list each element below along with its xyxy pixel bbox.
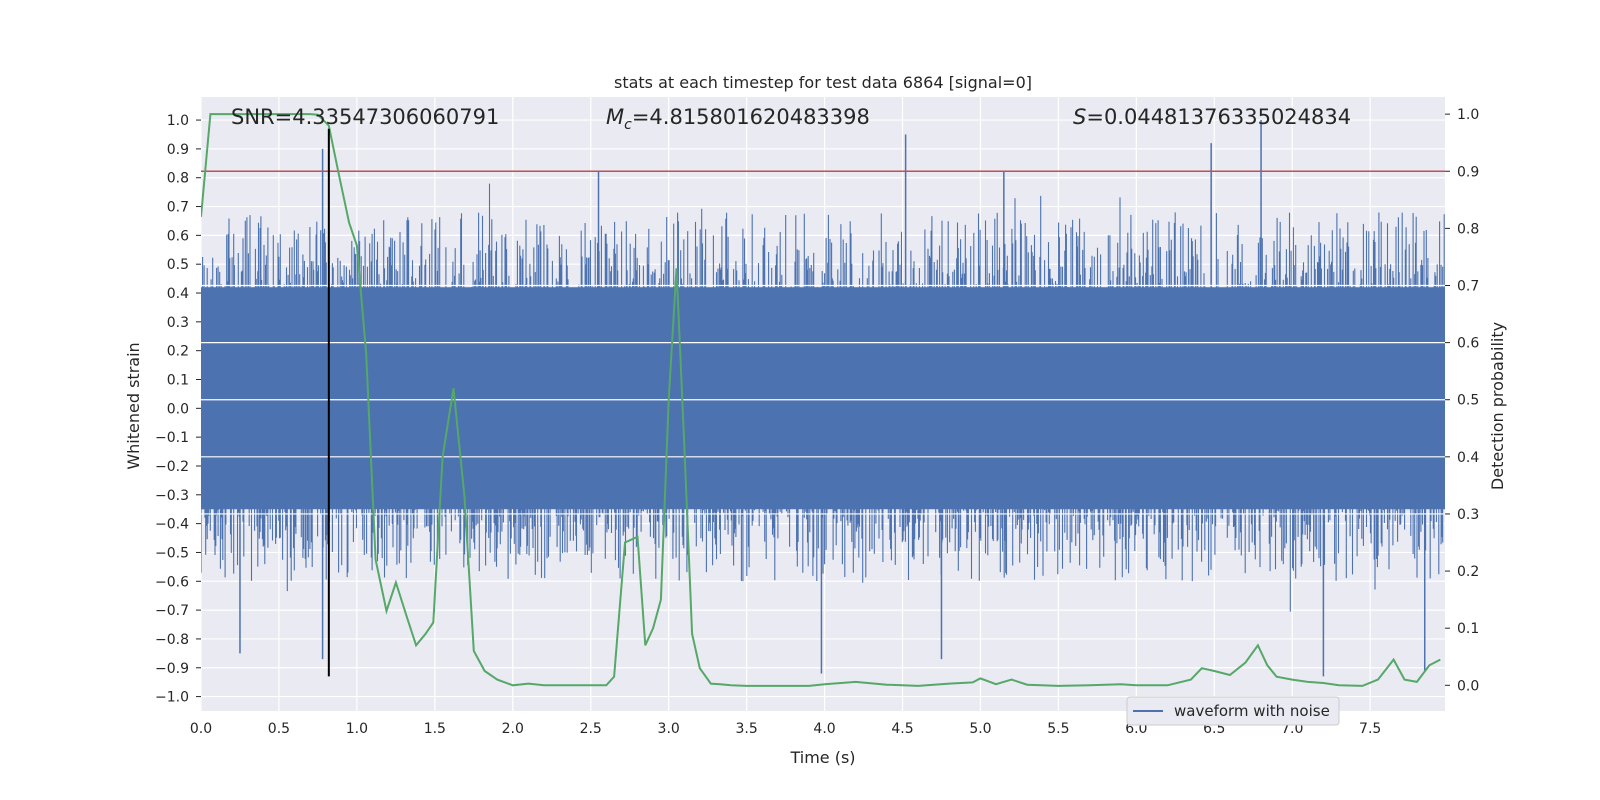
y2-tick-label: 0.3 — [1457, 507, 1479, 523]
x-tick-label: 3.5 — [735, 721, 757, 737]
y-tick-label: −0.5 — [155, 545, 189, 561]
mc-value: =4.815801620483398 — [632, 105, 870, 129]
y-tick-label: 0.2 — [167, 344, 189, 360]
y2-tick-label: 0.5 — [1457, 393, 1479, 409]
legend-box — [1126, 696, 1340, 726]
y2-tick-label: 0.7 — [1457, 278, 1479, 294]
mc-symbol: M — [606, 105, 624, 129]
x-tick-label: 2.5 — [580, 721, 602, 737]
x-tick-label: 4.5 — [891, 721, 913, 737]
mc-annotation: Mc=4.815801620483398 — [606, 105, 870, 133]
y-axis-label: Whitened strain — [124, 342, 143, 469]
x-tick-label: 7.5 — [1359, 721, 1381, 737]
s-annotation: S=0.04481376335024834 — [1073, 105, 1351, 129]
y-tick-label: −0.7 — [155, 603, 189, 619]
y-tick-label: −1.0 — [155, 690, 189, 706]
y-tick-label: −0.2 — [155, 459, 189, 475]
s-symbol: S — [1073, 105, 1086, 129]
y-tick-label: 0.7 — [167, 200, 189, 216]
y2-tick-label: 0.9 — [1457, 164, 1479, 180]
y2-tick-label: 0.1 — [1457, 621, 1479, 637]
y-tick-label: 0.6 — [167, 228, 189, 244]
y-tick-label: −0.6 — [155, 574, 189, 590]
chart-title: stats at each timestep for test data 686… — [614, 73, 1032, 92]
x-tick-label: 4.0 — [813, 721, 835, 737]
y2-tick-label: 0.2 — [1457, 564, 1479, 580]
noise-series — [201, 120, 1445, 677]
snr-annotation: SNR=4.33547306060791 — [231, 105, 499, 129]
x-tick-label: 5.5 — [1047, 721, 1069, 737]
y-tick-label: 0.8 — [167, 171, 189, 187]
y-tick-label: 1.0 — [167, 113, 189, 129]
y-tick-label: 0.3 — [167, 315, 189, 331]
probability-line — [201, 113, 1441, 687]
s-value: =0.04481376335024834 — [1086, 105, 1351, 129]
y2-tick-label: 0.8 — [1457, 221, 1479, 237]
y2-tick-label: 0.6 — [1457, 336, 1479, 352]
mc-subscript: c — [624, 117, 632, 133]
ticks: 0.0 0.5 1.0 1.5 2.0 2.5 3.0 3.5 4.0 4.5 5.0 5.5 6.0 6… — [155, 107, 1479, 737]
overlay-lines — [201, 113, 1445, 687]
y-tick-label: 0.5 — [167, 257, 189, 273]
y-tick-label: 0.9 — [167, 142, 189, 158]
y2-tick-label: 0.0 — [1457, 678, 1479, 694]
x-tick-label: 1.0 — [346, 721, 368, 737]
x-tick-label: 5.0 — [969, 721, 991, 737]
legend: waveform with noise — [1126, 696, 1340, 726]
y2-tick-label: 0.4 — [1457, 450, 1479, 466]
y-tick-label: −0.3 — [155, 488, 189, 504]
y-tick-label: 0.0 — [167, 401, 189, 417]
x-tick-label: 3.0 — [658, 721, 680, 737]
y-tick-label: −0.4 — [155, 517, 189, 533]
x-tick-label: 1.5 — [424, 721, 446, 737]
y-tick-label: −0.1 — [155, 430, 189, 446]
legend-entry-waveform: waveform with noise — [1174, 702, 1330, 720]
x-axis-label: Time (s) — [789, 748, 855, 767]
y-tick-label: 0.1 — [167, 372, 189, 388]
x-tick-label: 0.0 — [190, 721, 212, 737]
y2-axis-label: Detection probability — [1488, 322, 1507, 490]
noise-dense-band — [201, 287, 1445, 510]
y2-tick-label: 1.0 — [1457, 107, 1479, 123]
y-tick-label: 0.4 — [167, 286, 189, 302]
x-tick-label: 0.5 — [268, 721, 290, 737]
y-tick-label: −0.9 — [155, 661, 189, 677]
x-tick-label: 2.0 — [502, 721, 524, 737]
y-tick-label: −0.8 — [155, 632, 189, 648]
